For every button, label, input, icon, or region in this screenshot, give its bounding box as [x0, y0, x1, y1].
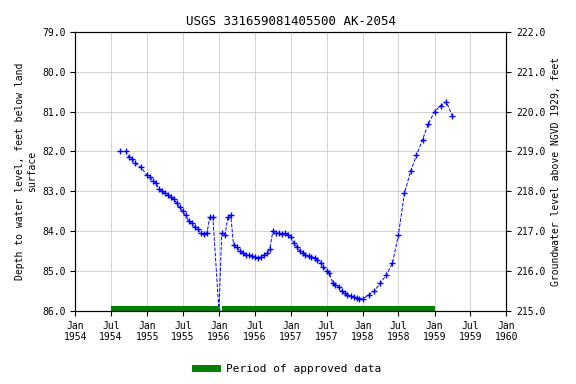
Y-axis label: Depth to water level, feet below land
surface: Depth to water level, feet below land su…	[15, 63, 37, 280]
Title: USGS 331659081405500 AK-2054: USGS 331659081405500 AK-2054	[186, 15, 396, 28]
Legend: Period of approved data: Period of approved data	[191, 359, 385, 379]
Y-axis label: Groundwater level above NGVD 1929, feet: Groundwater level above NGVD 1929, feet	[551, 57, 561, 286]
